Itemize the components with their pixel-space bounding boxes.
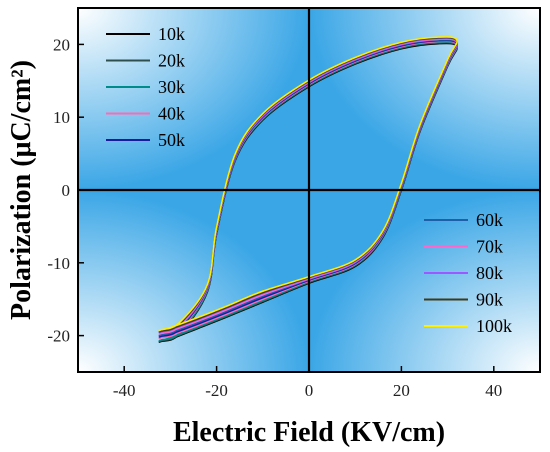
- y-tick-label: 20: [53, 35, 70, 54]
- legend-label-20k: 20k: [158, 51, 185, 71]
- legend-label-60k: 60k: [476, 210, 503, 230]
- quadrant-bottom-right: [309, 190, 540, 372]
- y-tick-label: 10: [53, 108, 70, 127]
- series-line-100k: [158, 36, 458, 332]
- legend-label-50k: 50k: [158, 130, 185, 150]
- x-axis-title: Electric Field (KV/cm): [173, 417, 445, 448]
- legend-label-100k: 100k: [476, 316, 512, 336]
- axes: [77, 7, 541, 373]
- y-tick-label: 0: [62, 181, 71, 200]
- y-tick-label: -20: [47, 327, 70, 346]
- tick-labels: -40 -20 0 20 40 -20 -10 0 10 20: [47, 35, 502, 400]
- legend-right: 60k 70k 80k 90k 100k: [424, 210, 512, 336]
- x-tick-label: -20: [205, 381, 228, 400]
- quadrant-top-right: [309, 8, 540, 190]
- legend-left: 10k 20k 30k 40k 50k: [106, 24, 185, 150]
- quadrant-bottom-left: [78, 190, 309, 372]
- x-tick-label: 0: [305, 381, 314, 400]
- y-axis-title: Polarization (μC/cm²): [6, 60, 37, 320]
- legend-label-70k: 70k: [476, 237, 503, 257]
- legend-label-90k: 90k: [476, 290, 503, 310]
- legend-label-40k: 40k: [158, 104, 185, 124]
- legend-label-80k: 80k: [476, 263, 503, 283]
- x-tick-label: 20: [393, 381, 410, 400]
- legend-label-10k: 10k: [158, 24, 185, 44]
- x-tick-label: -40: [113, 381, 136, 400]
- quadrant-top-left: [78, 8, 309, 190]
- legend-label-30k: 30k: [158, 77, 185, 97]
- x-tick-label: 40: [485, 381, 502, 400]
- series-layer: [158, 36, 458, 343]
- y-tick-label: -10: [47, 254, 70, 273]
